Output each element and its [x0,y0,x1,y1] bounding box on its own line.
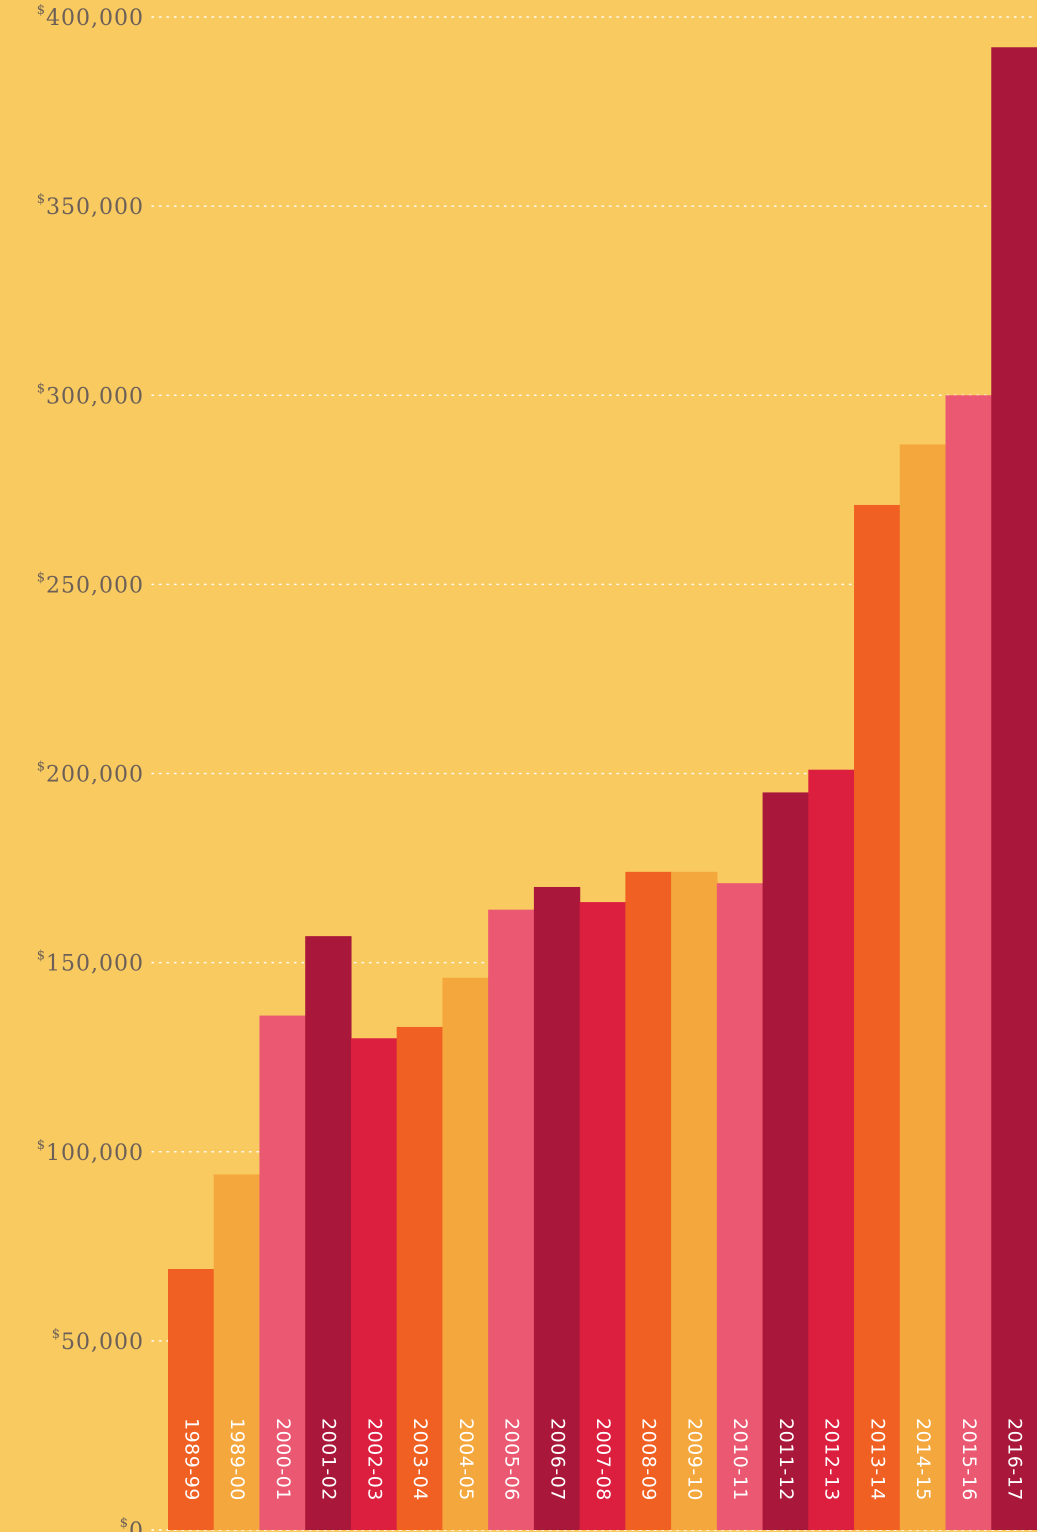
bar [350,1038,398,1530]
bar [899,444,947,1530]
x-category-label: 2006-07 [546,1418,568,1501]
bar [671,871,718,1530]
y-tick-label: 200,000 [46,763,144,788]
bar [533,886,581,1530]
bar [716,883,764,1530]
bar [808,769,855,1530]
y-tick-currency-symbol: $ [37,760,45,775]
x-category-label: 2004-05 [455,1418,477,1501]
x-category-label: 1989-00 [226,1418,248,1501]
x-category-label: 2011-12 [775,1418,797,1501]
x-category-label: 2003-04 [409,1418,431,1501]
y-tick-label: 0 [129,1519,144,1532]
x-category-label: 2000-01 [272,1418,294,1501]
x-category-label: 2015-16 [958,1418,980,1501]
x-category-label: 1989-99 [180,1418,202,1501]
y-tick-currency-symbol: $ [37,1138,45,1153]
bar [991,47,1037,1530]
bar [213,1174,261,1530]
x-category-label: 2009-10 [683,1418,705,1501]
bar [762,792,809,1530]
y-tick-currency-symbol: $ [37,570,45,585]
y-tick-label: 350,000 [46,195,144,220]
bar [625,871,672,1530]
y-tick-label: 100,000 [46,1141,144,1166]
y-tick-currency-symbol: $ [52,1327,60,1342]
y-tick-label: 300,000 [46,384,144,409]
x-axis-category-labels: 1989-99 1989-00 2000-01 2001-02 2002-03 2003-… [180,1418,1025,1501]
bars [168,47,1037,1530]
bar [168,1269,215,1530]
y-tick-currency-symbol: $ [120,1516,128,1531]
y-tick-label: 150,000 [46,952,144,977]
y-axis-tick-labels: 0$50,000$100,000$150,000$200,000$250,000… [37,3,144,1532]
x-category-label: 2007-08 [592,1418,614,1501]
bar [579,902,626,1530]
x-category-label: 2012-13 [821,1418,843,1501]
x-category-label: 2013-14 [866,1418,888,1501]
bar [396,1026,444,1530]
x-category-label: 2010-11 [729,1418,751,1501]
bar [945,395,992,1530]
y-tick-currency-symbol: $ [37,949,45,964]
y-tick-currency-symbol: $ [37,3,45,18]
bar [442,977,489,1530]
bar [488,909,535,1530]
x-category-label: 2005-06 [501,1418,523,1501]
x-category-label: 2014-15 [912,1418,934,1501]
x-category-label: 2008-09 [638,1418,660,1501]
bar [305,936,352,1530]
y-tick-label: 50,000 [61,1330,144,1355]
x-category-label: 2002-03 [363,1418,385,1501]
bar [854,504,901,1530]
y-tick-currency-symbol: $ [37,381,45,396]
y-tick-label: 250,000 [46,573,144,598]
bar [259,1015,306,1530]
x-category-label: 2016-17 [1004,1418,1026,1501]
y-tick-label: 400,000 [46,6,144,31]
y-tick-currency-symbol: $ [37,192,45,207]
x-category-label: 2001-02 [318,1418,340,1501]
